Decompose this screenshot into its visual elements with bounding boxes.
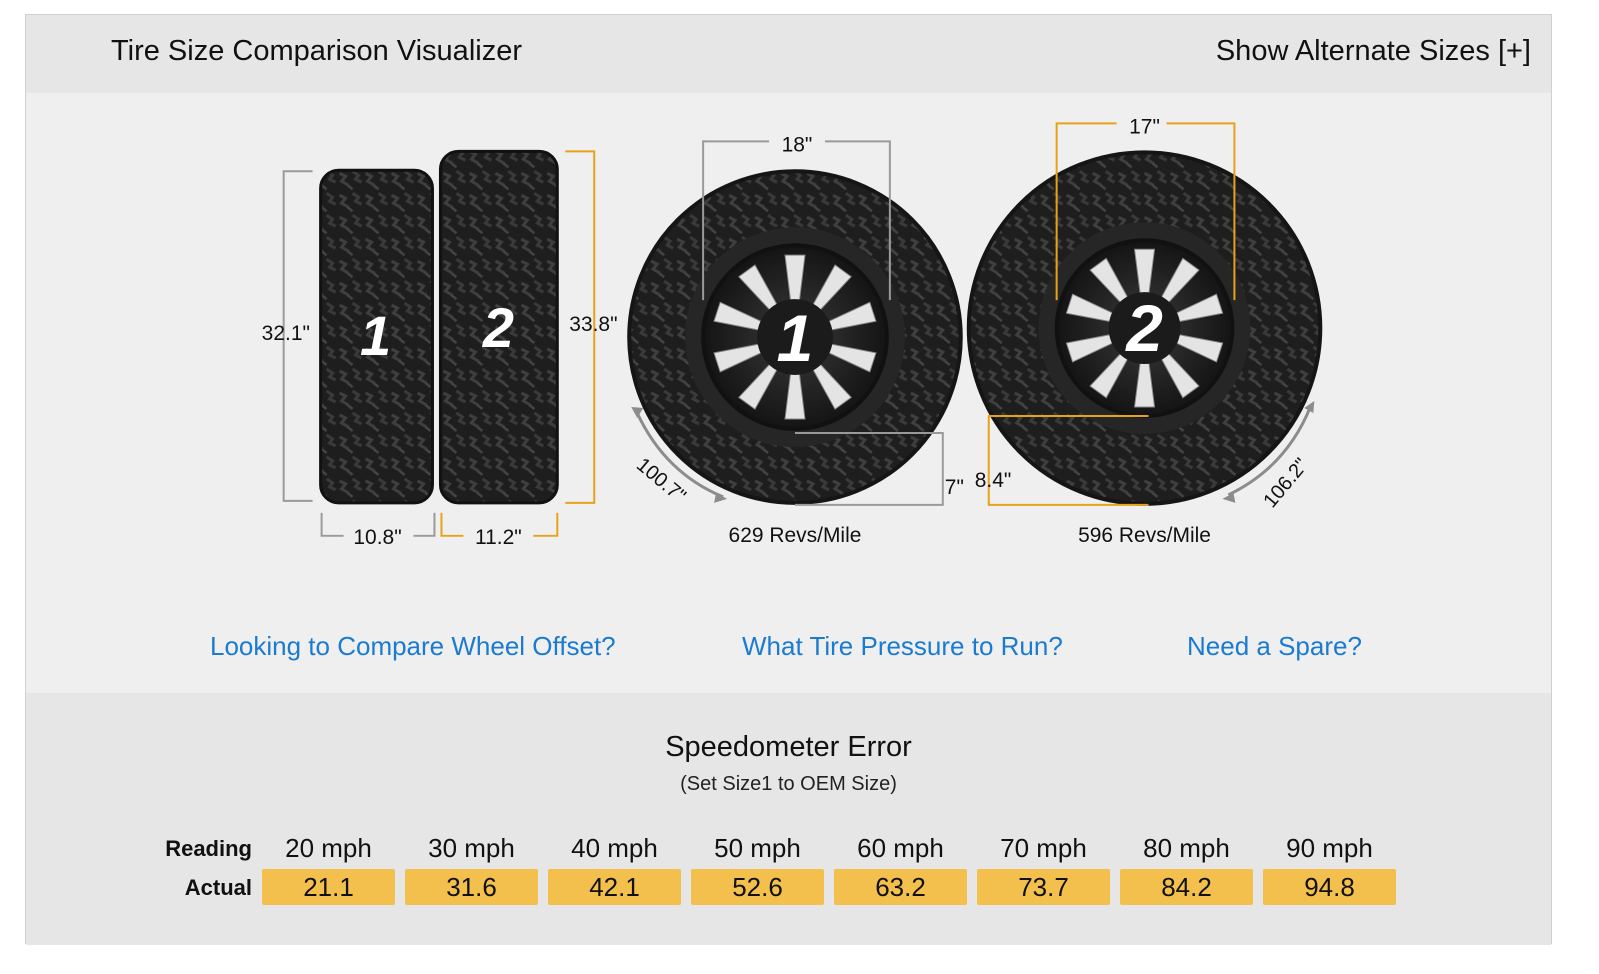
tire2-side-number: 2 (482, 296, 514, 359)
tire1-height-label: 32.1" (262, 322, 310, 345)
reading-cell: 40 mph (571, 833, 658, 863)
tire2-width-label: 11.2" (475, 526, 522, 549)
tire2-width-bracket (440, 512, 559, 537)
tire1-width-label: 10.8" (353, 526, 401, 549)
tire1-height-bracket (282, 170, 313, 502)
tire1-front-number: 1 (777, 301, 814, 375)
actual-speed-cell: 21.1 (262, 869, 395, 905)
tire-visualization: 1 2 32.1" 33.8" 10.8" 11.2" (262, 115, 1323, 549)
actual-speed-cell: 84.2 (1120, 869, 1253, 905)
tire-pressure-link[interactable]: What Tire Pressure to Run? (742, 631, 1063, 661)
reading-cell: 60 mph (857, 833, 944, 863)
tire2-height-bracket (565, 150, 596, 504)
tire2-sidewall-bracket (987, 414, 1149, 506)
actual-row-label: Actual (184, 875, 252, 900)
header-bar: Tire Size Comparison Visualizer Show Alt… (26, 15, 1551, 93)
actual-speed-cell: 52.6 (691, 869, 824, 905)
tire1-circumference-arc (635, 412, 724, 499)
tire1-side-number: 1 (360, 304, 391, 367)
tire1-revs-label: 629 Revs/Mile (729, 524, 862, 547)
tire2-front-number: 2 (1124, 291, 1163, 365)
actual-speed-cell: 42.1 (548, 869, 681, 905)
tire2-side-view: 2 (438, 149, 559, 505)
compare-wheel-offset-link[interactable]: Looking to Compare Wheel Offset? (210, 631, 616, 661)
actual-speed-cell: 31.6 (405, 869, 538, 905)
tire1-front-view: 1 (627, 169, 963, 505)
actual-speed-cell: 73.7 (977, 869, 1110, 905)
tire2-height-label: 33.8" (569, 313, 617, 336)
reading-cell: 80 mph (1143, 833, 1230, 863)
reading-cell: 30 mph (428, 833, 515, 863)
show-alternate-sizes-link[interactable]: Show Alternate Sizes [+] (1215, 35, 1531, 67)
tire2-revs-label: 596 Revs/Mile (1078, 524, 1211, 547)
tire1-circumference-label: 100.7" (632, 454, 690, 508)
page-title: Tire Size Comparison Visualizer (111, 35, 522, 67)
reading-cell: 20 mph (285, 833, 372, 863)
tire2-wheel-label: 17" (1129, 115, 1160, 138)
reading-cell: 70 mph (1000, 833, 1087, 863)
tire-visualizer-panel: Tire Size Comparison Visualizer Show Alt… (25, 14, 1552, 945)
reading-row-label: Reading (165, 836, 252, 861)
speedometer-subtitle: (Set Size1 to OEM Size) (680, 773, 897, 795)
actual-speed-cell: 94.8 (1263, 869, 1396, 905)
tire2-circumference-label: 106.2" (1259, 454, 1313, 512)
need-spare-link[interactable]: Need a Spare? (1187, 631, 1362, 661)
tire2-front-view: 2 (966, 150, 1323, 506)
tire1-sidewall-label: 7" (945, 476, 964, 499)
tire2-wheel-bracket (1055, 122, 1236, 301)
tire2-circumference-arc (1227, 406, 1312, 497)
tire1-wheel-label: 18" (782, 133, 813, 156)
reading-cell: 50 mph (714, 833, 801, 863)
tire1-side-view: 1 (319, 168, 434, 505)
tire1-wheel-bracket (702, 140, 891, 301)
tire1-sidewall-bracket (794, 431, 944, 506)
actual-speed-cell: 63.2 (834, 869, 967, 905)
reading-cell: 90 mph (1286, 833, 1373, 863)
tire2-sidewall-label: 8.4" (975, 469, 1012, 492)
speedometer-title: Speedometer Error (665, 731, 912, 763)
tire1-width-bracket (320, 512, 436, 537)
speedometer-error-section: Speedometer Error (Set Size1 to OEM Size… (26, 693, 1551, 945)
